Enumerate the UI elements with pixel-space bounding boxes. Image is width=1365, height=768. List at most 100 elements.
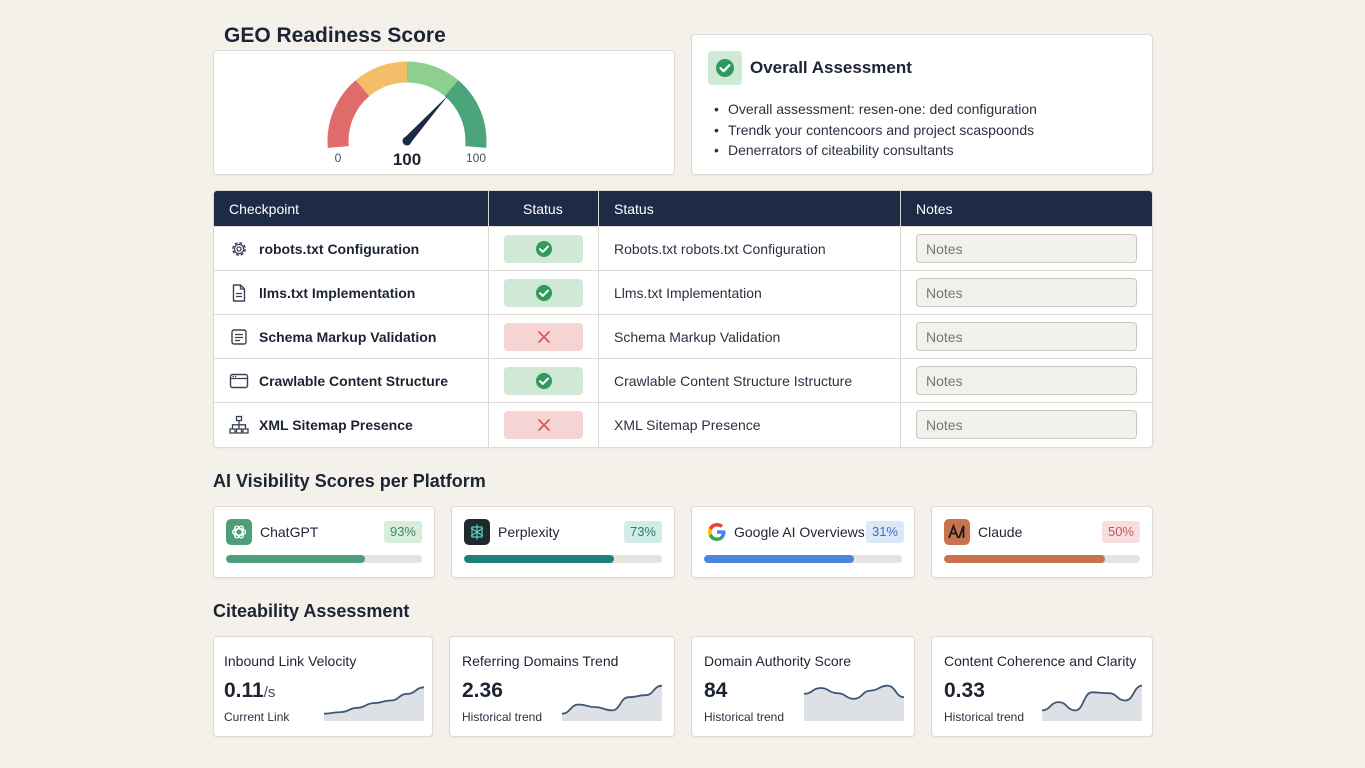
metric-value: 2.36 bbox=[462, 679, 503, 703]
status-pass-badge bbox=[504, 367, 583, 395]
metric-sublabel: Historical trend bbox=[704, 710, 785, 724]
gauge-segment-lightgreen bbox=[406, 61, 459, 97]
gauge-max-label: 100 bbox=[466, 151, 486, 165]
browser-window-icon bbox=[229, 371, 249, 391]
assessment-bullet: Denerrators of citeability consultants bbox=[714, 140, 1037, 161]
table-row: Schema Markup Validation Schema Markup V… bbox=[214, 314, 1152, 358]
gauge-needle bbox=[404, 94, 449, 144]
metric-card-referring-domains-trend: Referring Domains Trend 2.36 Historical … bbox=[449, 636, 675, 737]
metric-number: 84 bbox=[704, 679, 728, 702]
status-fail-badge bbox=[504, 411, 583, 439]
status-pass-badge bbox=[504, 235, 583, 263]
column-divider bbox=[598, 191, 599, 447]
google-logo-icon bbox=[704, 519, 730, 545]
platform-score-badge: 93% bbox=[383, 521, 422, 543]
metric-title: Content Coherence and Clarity bbox=[944, 653, 1137, 669]
table-header: Checkpoint Status Status Notes bbox=[214, 191, 1152, 226]
header-status: Status bbox=[523, 201, 563, 217]
metric-card-content-coherence-clarity: Content Coherence and Clarity 0.33 Histo… bbox=[931, 636, 1153, 737]
assessment-title: Overall Assessment bbox=[750, 58, 912, 77]
notes-input[interactable] bbox=[916, 366, 1137, 395]
sparkline-line bbox=[562, 684, 662, 715]
notes-input[interactable] bbox=[916, 410, 1137, 439]
platform-card-perplexity: Perplexity 73% bbox=[451, 506, 675, 578]
platform-progress-track bbox=[226, 555, 422, 563]
status-pass-badge bbox=[504, 279, 583, 307]
list-document-icon bbox=[229, 327, 249, 347]
gauge-value: 100 bbox=[393, 150, 421, 169]
sparkline-chart bbox=[1042, 684, 1142, 721]
sparkline-chart bbox=[562, 684, 662, 721]
platform-card-chatgpt: ChatGPT 93% bbox=[213, 506, 435, 578]
notes-input[interactable] bbox=[916, 234, 1137, 263]
x-mark-icon bbox=[537, 331, 550, 343]
gauge-min-label: 0 bbox=[335, 151, 342, 165]
claude-logo-icon bbox=[944, 519, 970, 545]
check-circle-icon bbox=[535, 285, 552, 301]
status-text: Robots.txt robots.txt Configuration bbox=[614, 241, 826, 257]
document-icon bbox=[229, 283, 249, 303]
platform-score-badge: 73% bbox=[623, 521, 662, 543]
chatgpt-logo-icon bbox=[226, 519, 252, 545]
sparkline-area bbox=[324, 687, 424, 721]
status-text: XML Sitemap Presence bbox=[614, 417, 761, 433]
metric-sublabel: Current Link bbox=[224, 710, 290, 724]
platform-score-badge: 31% bbox=[865, 521, 904, 543]
table-row: robots.txt Configuration Robots.txt robo… bbox=[214, 226, 1152, 270]
column-divider bbox=[488, 191, 489, 447]
metric-title: Inbound Link Velocity bbox=[224, 653, 357, 669]
metric-title: Referring Domains Trend bbox=[462, 653, 619, 669]
platform-card-claude: Claude 50% bbox=[931, 506, 1153, 578]
metric-sublabel: Historical trend bbox=[944, 710, 1025, 724]
checkpoint-label: Crawlable Content Structure bbox=[259, 373, 449, 389]
metric-number: 0.33 bbox=[944, 679, 985, 702]
platform-name: Perplexity bbox=[498, 524, 560, 540]
status-text: Llms.txt Implementation bbox=[614, 285, 762, 301]
status-fail-badge bbox=[504, 323, 583, 351]
sparkline-line bbox=[804, 684, 904, 700]
gear-icon bbox=[229, 239, 249, 259]
metric-card-inbound-link-velocity: Inbound Link Velocity 0.11/s Current Lin… bbox=[213, 636, 433, 737]
gauge-title: GEO Readiness Score bbox=[224, 24, 446, 47]
gauge-needle-hub bbox=[402, 136, 412, 146]
metric-value: 0.11/s bbox=[224, 679, 275, 703]
platform-progress-fill bbox=[944, 555, 1105, 563]
platform-name: ChatGPT bbox=[260, 524, 319, 540]
notes-input[interactable] bbox=[916, 322, 1137, 351]
citeability-section-title: Citeability Assessment bbox=[213, 601, 410, 621]
platform-name: Google AI Overviews bbox=[734, 524, 865, 540]
assessment-bullet: Overall assessment: resen-one: ded confi… bbox=[714, 99, 1037, 120]
platform-progress-fill bbox=[464, 555, 615, 563]
checkpoint-table: Checkpoint Status Status Notes robots.tx… bbox=[213, 190, 1153, 448]
metric-unit: /s bbox=[263, 684, 276, 701]
gauge-segment-red bbox=[327, 80, 370, 148]
platform-card-google-ai-overviews: Google AI Overviews 31% bbox=[691, 506, 915, 578]
table-row: XML Sitemap Presence XML Sitemap Presenc… bbox=[214, 402, 1152, 446]
notes-input[interactable] bbox=[916, 278, 1137, 307]
platform-progress-track bbox=[944, 555, 1140, 563]
check-circle-icon bbox=[535, 373, 552, 389]
column-divider bbox=[900, 191, 901, 447]
check-circle-icon bbox=[535, 241, 552, 257]
check-circle-icon bbox=[708, 51, 742, 85]
sparkline-area bbox=[804, 685, 904, 721]
gauge-segment-green bbox=[444, 80, 487, 148]
overall-assessment-card: Overall Assessment Overall assessment: r… bbox=[691, 34, 1153, 175]
checkpoint-label: XML Sitemap Presence bbox=[259, 417, 413, 433]
x-mark-icon bbox=[537, 419, 550, 431]
sparkline-area bbox=[1042, 685, 1142, 721]
geo-readiness-gauge-card: 0 100 100 bbox=[213, 50, 675, 175]
perplexity-logo-icon bbox=[464, 519, 490, 545]
table-row: llms.txt Implementation Llms.txt Impleme… bbox=[214, 270, 1152, 314]
metric-number: 0.11 bbox=[224, 679, 264, 702]
metric-card-domain-authority-score: Domain Authority Score 84 Historical tre… bbox=[691, 636, 915, 737]
sparkline-chart bbox=[324, 686, 424, 721]
platform-name: Claude bbox=[978, 524, 1023, 540]
status-text: Schema Markup Validation bbox=[614, 329, 781, 345]
checkpoint-label: Schema Markup Validation bbox=[259, 329, 437, 345]
platform-progress-track bbox=[464, 555, 662, 563]
readiness-gauge: 0 100 100 bbox=[327, 61, 487, 169]
sparkline-line bbox=[324, 686, 424, 715]
gauge-segment-orange bbox=[355, 61, 408, 97]
status-text: Crawlable Content Structure Istructure bbox=[614, 373, 853, 389]
